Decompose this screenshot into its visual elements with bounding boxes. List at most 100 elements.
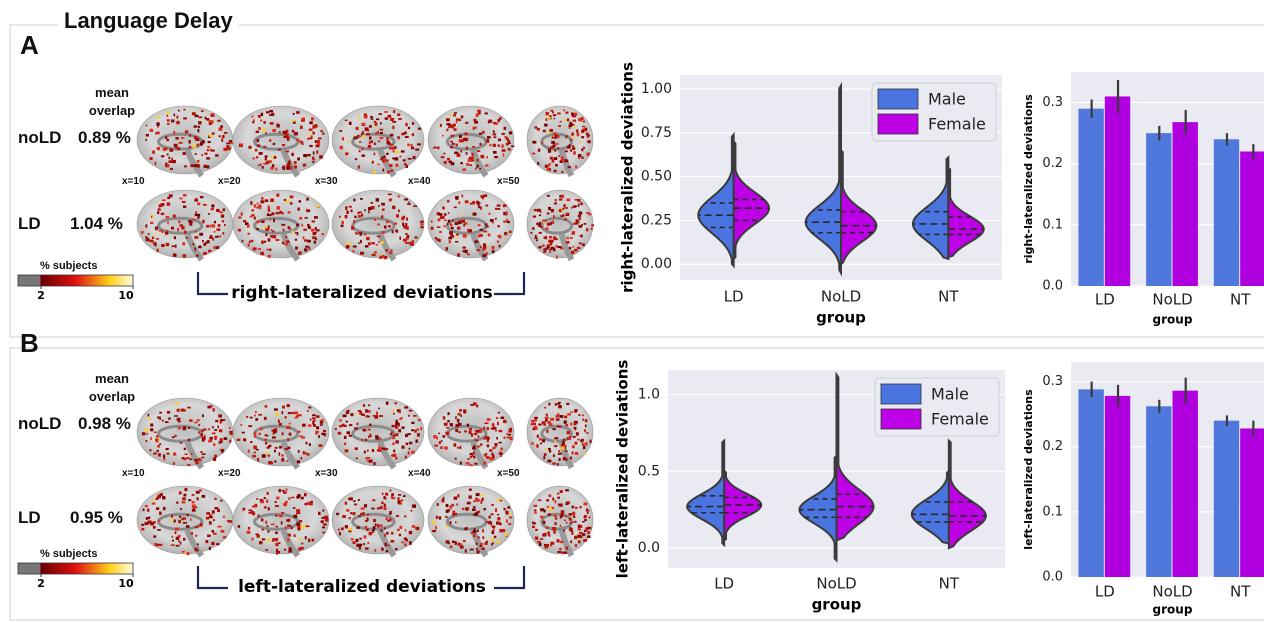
overlap-spot [145,139,147,141]
overlap-spot [395,440,398,443]
overlap-spot [178,220,180,223]
overlap-spot [288,533,291,535]
overlap-spot [296,522,300,525]
overlap-spot [213,519,215,521]
overlap-spot [469,428,472,431]
overlap-spot [319,155,322,158]
overlap-spot [559,198,562,200]
overlap-spot [546,499,549,501]
overlap-spot [368,145,371,148]
overlap-spot [375,437,379,440]
overlap-spot [338,529,340,531]
overlap-spot [536,444,538,447]
overlap-spot [159,443,161,445]
overlap-spot [266,435,268,437]
overlap-spot [179,516,181,518]
overlap-spot [365,526,367,529]
x-axis-label: group [812,596,862,614]
overlap-spot [469,489,472,491]
overlap-spot [497,205,501,207]
overlap-spot [574,113,578,116]
overlap-spot [299,436,303,438]
overlap-spot [551,141,555,144]
overlap-spot [399,237,401,240]
overlap-spot [551,247,555,249]
overlap-spot [396,433,398,436]
overlap-spot [271,113,274,116]
overlap-spot [174,236,176,239]
overlap-spot [271,156,275,158]
overlap-spot [545,227,548,230]
overlap-spot [173,253,177,256]
overlap-spot [304,503,306,505]
overlap-spot [492,531,495,534]
overlap-spot [344,436,347,439]
overlap-spot [417,143,421,145]
overlap-spot [457,447,460,449]
y-axis-label: left-lateralized deviations [1022,389,1035,550]
overlap-spot [156,238,159,240]
overlap-spot [189,140,191,143]
overlap-spot [452,219,454,221]
overlap-spot [219,441,222,443]
overlap-spot [446,123,449,125]
overlap-spot [323,524,327,526]
overlap-spot [316,426,319,429]
overlap-spot [490,522,492,525]
overlap-spot [376,244,378,246]
overlap-spot [584,429,586,432]
overlap-spot [153,526,156,529]
overlap-spot [381,529,383,531]
overlap-spot [267,213,269,216]
overlap-spot [363,404,365,407]
overlap-spot [175,402,178,405]
overlap-spot [508,142,511,144]
overlap-spot [371,118,374,120]
overlap-spot [440,124,442,127]
overlap-spot [172,160,176,163]
overlap-spot [587,512,589,514]
overlap-spot [540,538,543,540]
overlap-spot [559,458,561,461]
overlap-spot [179,491,182,494]
overlap-spot [554,440,556,443]
overlap-spot [386,159,388,161]
overlap-spot [149,240,153,242]
overlap-spot [159,412,162,414]
overlap-spot [499,117,501,119]
overlap-spot [565,150,568,152]
overlap-spot [457,154,461,157]
overlap-spot [202,414,204,417]
overlap-spot [386,221,389,224]
overlap-spot [230,142,233,144]
overlap-spot [572,136,574,138]
overlap-spot [353,199,355,202]
overlap-spot [477,150,480,152]
overlap-spot [369,460,373,463]
overlap-spot [420,224,423,226]
overlap-spot [377,236,381,238]
overlap-spot [184,448,186,450]
overlap-spot [460,546,464,549]
overlap-spot [573,223,576,225]
overlap-spot [439,441,441,444]
overlap-spot [552,527,556,530]
overlap-spot [411,451,415,454]
overlap-spot [470,453,473,455]
overlap-spot [349,206,352,208]
overlap-spot [299,200,301,202]
overlap-spot [365,439,367,441]
overlap-spot [537,162,539,165]
overlap-spot [408,452,410,455]
overlap-spot [482,249,486,251]
overlap-spot [559,541,563,543]
overlap-spot [472,508,476,511]
overlap-spot [152,215,154,218]
overlap-spot [389,511,392,514]
overlap-spot [220,438,223,441]
overlap-spot [145,236,148,238]
overlap-spot [361,148,363,151]
overlap-spot [585,419,588,422]
overlap-spot [395,164,398,167]
overlap-spot [157,544,159,546]
